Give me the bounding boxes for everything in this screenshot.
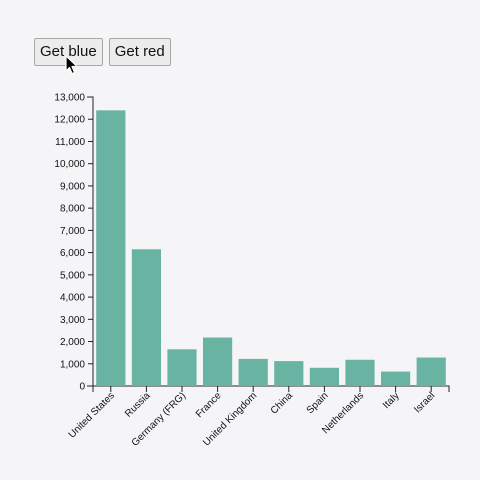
bar (345, 359, 375, 386)
x-tick-label: China (269, 390, 296, 417)
y-axis-line (87, 96, 94, 387)
y-tick-label: 1,000 (60, 359, 85, 370)
x-tick-label: United States (67, 390, 117, 440)
y-tick-label: 8,000 (60, 204, 85, 215)
x-axis-line (92, 385, 450, 392)
bar (416, 357, 446, 386)
x-tick-label: Russia (123, 390, 153, 420)
bar (238, 358, 268, 386)
x-tick-label: Israel (412, 390, 437, 415)
y-tick-label: 11,000 (55, 137, 85, 148)
bar (274, 361, 304, 386)
x-tick-label: Italy (381, 390, 402, 411)
y-tick-label: 5,000 (60, 270, 85, 281)
y-tick-label: 4,000 (60, 293, 85, 304)
bar (131, 249, 161, 386)
y-tick-label: 7,000 (60, 226, 85, 237)
y-tick-label: 9,000 (60, 181, 85, 192)
bar (167, 349, 197, 386)
y-tick-label: 13,000 (54, 93, 85, 104)
button-row: Get blue Get red (34, 38, 171, 66)
bar (203, 337, 233, 386)
x-tick-label: Spain (305, 390, 331, 416)
y-tick-label: 0 (79, 382, 85, 393)
y-tick-label: 12,000 (54, 115, 85, 126)
y-axis: 0 1,000 2,000 3,000 4,000 5,000 6,000 7,000 8,00… (54, 93, 94, 393)
y-tick-label: 2,000 (60, 337, 85, 348)
y-tick-label: 3,000 (60, 315, 85, 326)
mouse-pointer-icon (65, 55, 78, 75)
bar (96, 110, 126, 386)
y-tick-label: 6,000 (60, 248, 85, 259)
y-tick-label: 10,000 (54, 159, 85, 170)
get-red-button[interactable]: Get red (108, 38, 171, 66)
bar (309, 367, 339, 386)
bar (381, 371, 411, 386)
bars (96, 110, 446, 386)
x-tick-label: France (194, 390, 224, 420)
